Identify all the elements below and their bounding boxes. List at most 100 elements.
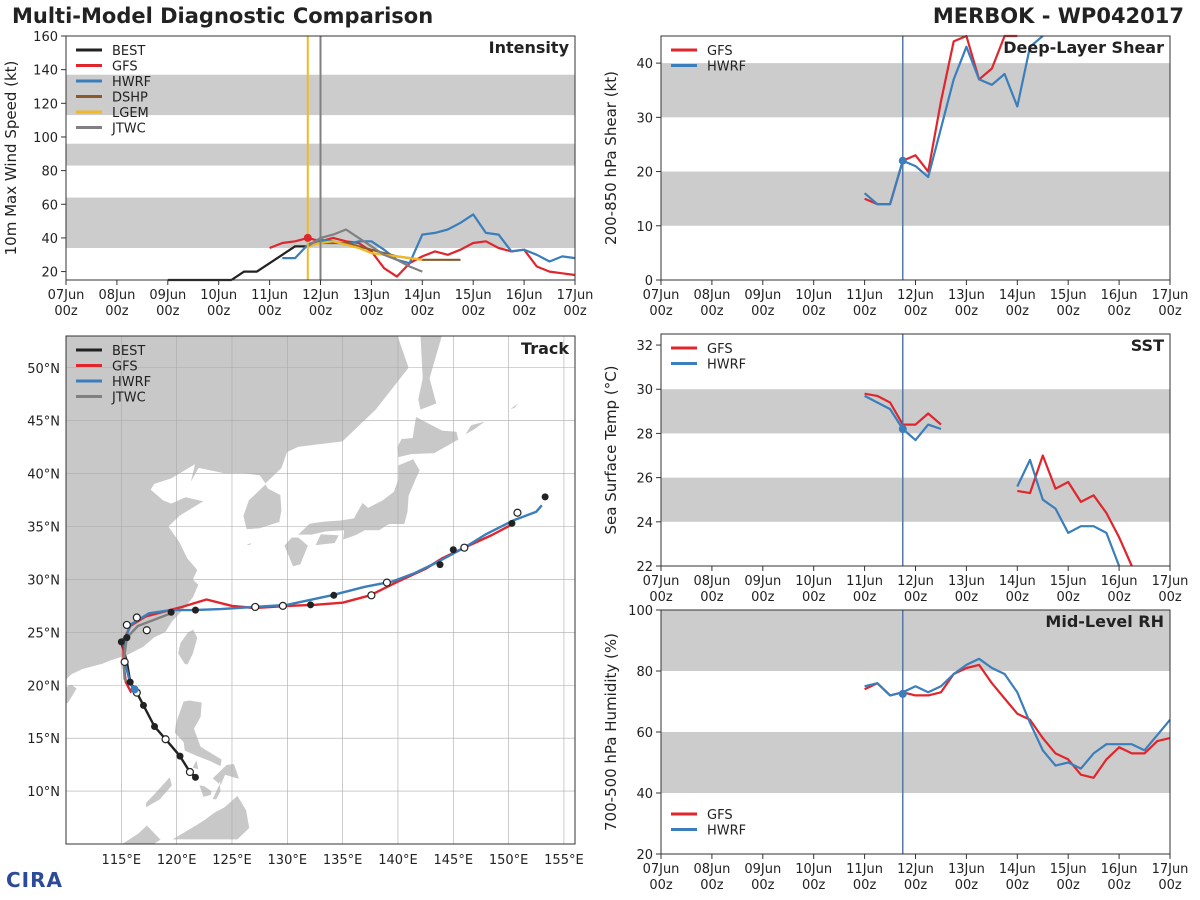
y-axis-label: 700-500 hPa Humidity (%) <box>602 633 620 831</box>
series-line-hwrf2 <box>1016 458 1121 567</box>
track-point-filled <box>123 634 131 642</box>
legend-label: GFS <box>707 808 733 823</box>
intensity-band <box>661 63 1170 118</box>
x-tick-label: 15Jun <box>1050 288 1087 303</box>
x-tick-label: 00z <box>700 304 724 319</box>
y-tick-label: 28 <box>636 427 653 442</box>
x-tick-label: 17Jun <box>557 288 594 303</box>
x-tick-label: 10Jun <box>795 288 832 303</box>
sst-chart: 07Jun00z08Jun00z09Jun00z10Jun00z11Jun00z… <box>602 333 1188 605</box>
y-tick-label: 22 <box>636 560 653 575</box>
track-point-open <box>120 657 129 667</box>
legend-label: GFS <box>112 360 138 375</box>
y-tick-label: 26 <box>636 472 653 487</box>
x-tick-label: 00z <box>853 878 877 893</box>
land <box>417 336 443 411</box>
x-tick-label: 08Jun <box>693 288 730 303</box>
x-tick-label: 00z <box>802 590 826 605</box>
x-tick-label: 15Jun <box>1050 574 1087 589</box>
land <box>396 415 460 459</box>
x-tick-label: 00z <box>1158 590 1182 605</box>
page-title: Multi-Model Diagnostic Comparison <box>12 4 434 28</box>
legend-label: HWRF <box>112 75 151 90</box>
x-tick-label: 07Jun <box>643 862 680 877</box>
x-tick-label: 09Jun <box>744 862 781 877</box>
x-tick-label: 145°E <box>434 853 474 868</box>
x-tick-label: 11Jun <box>846 862 883 877</box>
intensity-band <box>661 171 1170 226</box>
y-tick-label: 80 <box>41 165 58 180</box>
x-tick-label: 00z <box>207 304 231 319</box>
panel-title: Track <box>521 339 569 358</box>
intensity-chart: 07Jun00z08Jun00z09Jun00z10Jun00z11Jun00z… <box>2 30 594 319</box>
intensity-band <box>661 477 1170 522</box>
track-point-filled <box>139 701 147 709</box>
y-axis-label: 200-850 hPa Shear (kt) <box>602 71 620 245</box>
x-tick-label: 15Jun <box>455 288 492 303</box>
x-tick-label: 11Jun <box>846 288 883 303</box>
track-point-filled <box>191 606 199 614</box>
legend-label: BEST <box>112 344 145 359</box>
land <box>508 401 521 411</box>
shear-chart: 07Jun00z08Jun00z09Jun00z10Jun00z11Jun00z… <box>602 34 1189 319</box>
x-tick-label: 125°E <box>212 853 252 868</box>
x-tick-label: 08Jun <box>693 862 730 877</box>
x-tick-label: 08Jun <box>693 574 730 589</box>
x-tick-label: 13Jun <box>353 288 390 303</box>
y-tick-label: 80 <box>636 665 653 680</box>
track-point-filled <box>449 546 457 554</box>
track-point-filled <box>330 591 338 599</box>
y-axis-label: Sea Surface Temp (°C) <box>602 365 620 534</box>
x-tick-label: 00z <box>751 878 775 893</box>
x-tick-label: 09Jun <box>744 574 781 589</box>
track-point-open <box>142 626 151 635</box>
track-point-filled <box>167 608 175 616</box>
track-point-open <box>278 601 287 610</box>
track-point-open <box>513 508 522 517</box>
land <box>296 458 421 541</box>
land <box>314 533 340 547</box>
y-axis-label: 10m Max Wind Speed (kt) <box>2 61 20 256</box>
x-tick-label: 00z <box>700 878 724 893</box>
y-tick-label: 120 <box>33 97 58 112</box>
map-layer <box>66 336 575 844</box>
current-position <box>130 685 139 694</box>
y-tick-label: 25°N <box>27 626 60 641</box>
track-point-filled <box>191 773 199 781</box>
track-point-open <box>122 620 131 630</box>
track-point-open <box>161 735 170 744</box>
y-tick-label: 50°N <box>27 362 60 377</box>
y-tick-label: 30 <box>636 111 653 126</box>
y-tick-label: 60 <box>41 198 58 213</box>
x-tick-label: 16Jun <box>506 288 543 303</box>
x-tick-label: 00z <box>853 304 877 319</box>
y-tick-label: 160 <box>33 30 58 45</box>
track-point-filled <box>436 561 444 569</box>
rh-chart: 07Jun00z08Jun00z09Jun00z10Jun00z11Jun00z… <box>602 604 1188 893</box>
land <box>177 628 199 666</box>
x-tick-label: 00z <box>751 304 775 319</box>
track-point-filled <box>126 678 134 686</box>
x-tick-label: 16Jun <box>1101 288 1138 303</box>
track-point-filled <box>176 752 184 760</box>
x-tick-label: 00z <box>802 304 826 319</box>
x-tick-label: 155°E <box>544 853 584 868</box>
intensity-band <box>661 389 1170 434</box>
y-tick-label: 20 <box>636 848 653 863</box>
track-point-open <box>460 543 469 552</box>
x-tick-label: 13Jun <box>948 288 985 303</box>
x-tick-label: 00z <box>411 304 435 319</box>
x-tick-label: 17Jun <box>1152 288 1189 303</box>
x-tick-label: 00z <box>955 878 979 893</box>
x-tick-label: 00z <box>1057 304 1081 319</box>
track-point-open <box>132 613 141 622</box>
y-tick-label: 40 <box>636 57 653 72</box>
x-tick-label: 14Jun <box>404 288 441 303</box>
x-tick-label: 00z <box>1107 304 1131 319</box>
series-line-lgem <box>307 240 423 261</box>
x-tick-label: 12Jun <box>302 288 339 303</box>
panel-title: SST <box>1131 336 1164 355</box>
y-tick-label: 60 <box>636 726 653 741</box>
y-tick-label: 100 <box>33 131 58 146</box>
land <box>66 336 410 681</box>
